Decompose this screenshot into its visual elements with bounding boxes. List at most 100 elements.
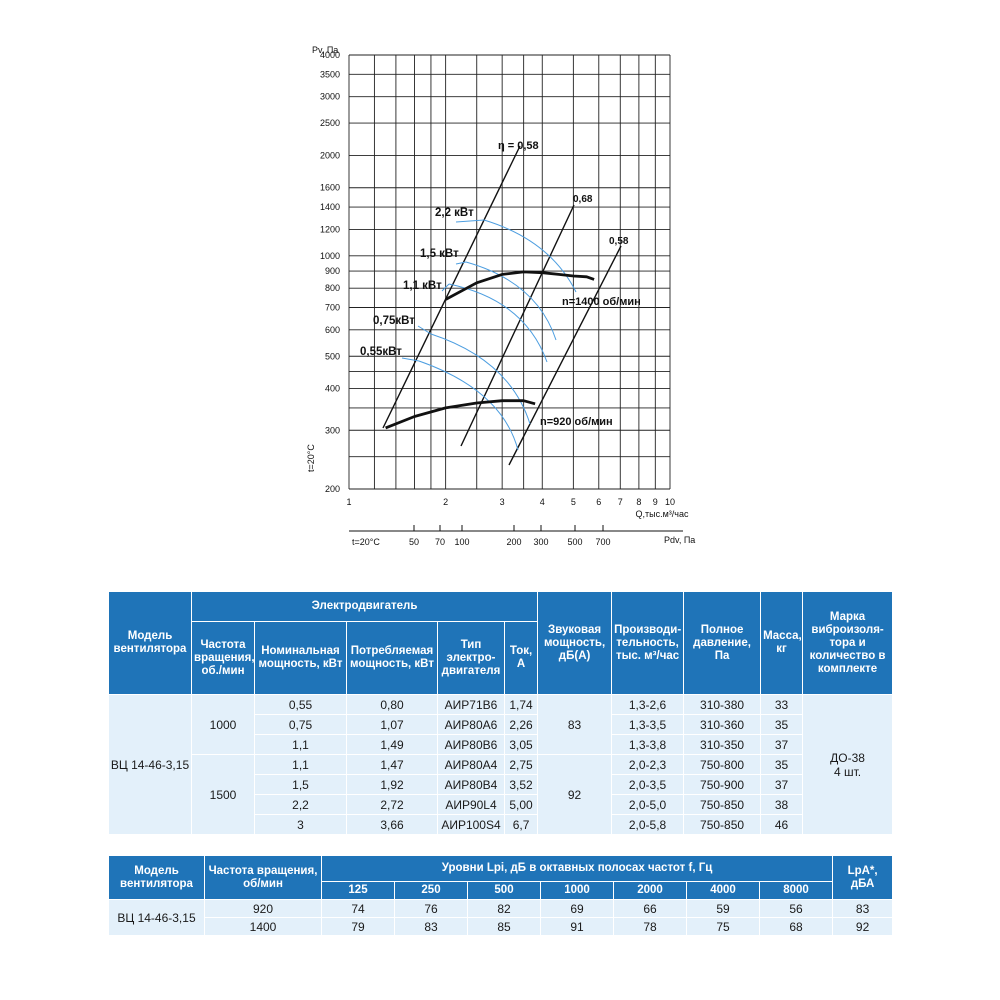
- pdv-tick-label: 700: [595, 537, 610, 547]
- y-tick-label: 3500: [320, 69, 340, 79]
- y-tick-label: 700: [325, 303, 340, 313]
- y-tick-label: 500: [325, 351, 340, 361]
- acoustic-header-speed: Частота вращения, об/мин: [204, 855, 322, 900]
- y-tick-label: 600: [325, 325, 340, 335]
- level-cell: 85: [467, 917, 541, 936]
- header-nominal-power: Номинальная мощность, кВт: [254, 621, 347, 695]
- nominal-power-cell: 3: [254, 814, 347, 835]
- chart-labels: 4000350030002500200016001400120010009008…: [306, 45, 695, 547]
- consumed-power-cell: 1,92: [346, 774, 438, 795]
- pressure-cell: 750-900: [683, 774, 762, 795]
- nominal-power-cell: 0,55: [254, 694, 347, 715]
- table-row: 3 3,66 АИР100S4 6,7 2,0-5,8 750-850 46: [109, 814, 893, 835]
- frequency-header: 250: [394, 881, 468, 900]
- current-cell: 5,00: [503, 794, 539, 815]
- y-tick-label: 2000: [320, 150, 340, 160]
- consumed-power-cell: 2,72: [346, 794, 438, 815]
- level-cell: 79: [321, 917, 395, 936]
- speed-curve-920: [385, 399, 536, 430]
- motor-type-cell: АИР80А4: [437, 754, 505, 775]
- nominal-power-cell: 0,75: [254, 714, 347, 735]
- speed-cell: 1500: [191, 754, 255, 835]
- table-row: ВЦ 14-46-3,15 1000 0,55 0,80 АИР71В6 1,74 83 1,…: [108, 694, 894, 835]
- power-curve: [418, 360, 519, 451]
- header-motor-type: Тип электро-двигателя: [437, 621, 505, 695]
- mass-cell: 35: [760, 714, 804, 735]
- x-tick-label: 3: [500, 497, 505, 507]
- x-tick-label: 2: [443, 497, 448, 507]
- flow-cell: 2,0-2,3: [611, 754, 685, 775]
- frequency-header: 500: [467, 881, 541, 900]
- pressure-cell: 310-350: [683, 734, 762, 755]
- y-tick-label: 1200: [320, 224, 340, 234]
- nominal-power-cell: 2,2: [254, 794, 347, 815]
- current-cell: 2,75: [503, 754, 539, 775]
- flow-cell: 1,3-3,5: [611, 714, 685, 735]
- speed-cell: 1000: [191, 694, 255, 755]
- pdv-tick-label: 200: [506, 537, 521, 547]
- efficiency-lines: [382, 145, 622, 466]
- pdv-tick-label: 300: [533, 537, 548, 547]
- level-cell: 74: [321, 899, 395, 918]
- power-leader-line: [455, 219, 485, 223]
- level-cell: 83: [394, 917, 468, 936]
- isolator-cell: ДО-38 4 шт.: [802, 694, 894, 835]
- frequency-header: 2000: [613, 881, 687, 900]
- pdv-tick-label: 500: [567, 537, 582, 547]
- mass-cell: 46: [760, 814, 804, 835]
- sound-power-cell: 83: [537, 694, 613, 755]
- level-cell: 78: [613, 917, 687, 936]
- pdv-tick-label: 100: [454, 537, 469, 547]
- level-cell: 75: [686, 917, 760, 936]
- efficiency-label: η = 0,58: [498, 140, 539, 152]
- frequency-header: 125: [321, 881, 395, 900]
- motor-type-cell: АИР80В6: [437, 734, 505, 755]
- pressure-cell: 310-360: [683, 714, 762, 735]
- frequency-header: 4000: [686, 881, 760, 900]
- power-label: 1,5 кВт: [420, 248, 459, 260]
- motor-type-cell: АИР100S4: [437, 814, 505, 835]
- mass-cell: 33: [760, 694, 804, 715]
- current-cell: 2,26: [503, 714, 539, 735]
- mass-cell: 37: [760, 774, 804, 795]
- speed-cell: 920: [204, 899, 322, 918]
- y-tick-label: 400: [325, 384, 340, 394]
- table-row: 2,2 2,72 АИР90L4 5,00 2,0-5,0 750-850 38: [109, 794, 893, 815]
- speed-curves: [385, 270, 595, 430]
- y-axis-label: Pv, Па: [312, 45, 338, 55]
- isolator-count: 4 шт.: [833, 764, 862, 779]
- flow-cell: 1,3-3,8: [611, 734, 685, 755]
- mass-cell: 38: [760, 794, 804, 815]
- level-cell: 66: [613, 899, 687, 918]
- y-tick-label: 1000: [320, 251, 340, 261]
- power-leader-line: [401, 357, 420, 362]
- efficiency-line: [508, 245, 622, 466]
- acoustic-header-model: Модель вентилятора: [108, 855, 205, 900]
- motor-type-cell: АИР80В4: [437, 774, 505, 795]
- x-axis-label: Q,тыс.м³/час: [636, 509, 689, 519]
- current-cell: 3,52: [503, 774, 539, 795]
- flow-cell: 1,3-2,6: [611, 694, 685, 715]
- consumed-power-cell: 1,47: [346, 754, 438, 775]
- efficiency-line: [382, 145, 521, 429]
- power-curve: [430, 333, 531, 425]
- power-leader-line: [455, 261, 467, 265]
- motor-type-cell: АИР80А6: [437, 714, 505, 735]
- pressure-cell: 310-380: [683, 694, 762, 715]
- temperature-label: t=20°C: [352, 537, 380, 547]
- pdv-tick-label: 70: [435, 537, 445, 547]
- power-label: 2,2 кВт: [435, 207, 474, 219]
- flow-cell: 2,0-5,8: [611, 814, 685, 835]
- x-tick-label: 6: [596, 497, 601, 507]
- efficiency-line: [460, 204, 575, 447]
- level-cell: 82: [467, 899, 541, 918]
- nominal-power-cell: 1,5: [254, 774, 347, 795]
- efficiency-label: 0,58: [609, 236, 629, 247]
- consumed-power-cell: 3,66: [346, 814, 438, 835]
- efficiency-label: 0,68: [573, 194, 593, 205]
- level-cell: 91: [540, 917, 614, 936]
- pressure-cell: 750-850: [683, 794, 762, 815]
- current-cell: 6,7: [503, 814, 539, 835]
- y-tick-label: 1400: [320, 202, 340, 212]
- y-tick-label: 800: [325, 283, 340, 293]
